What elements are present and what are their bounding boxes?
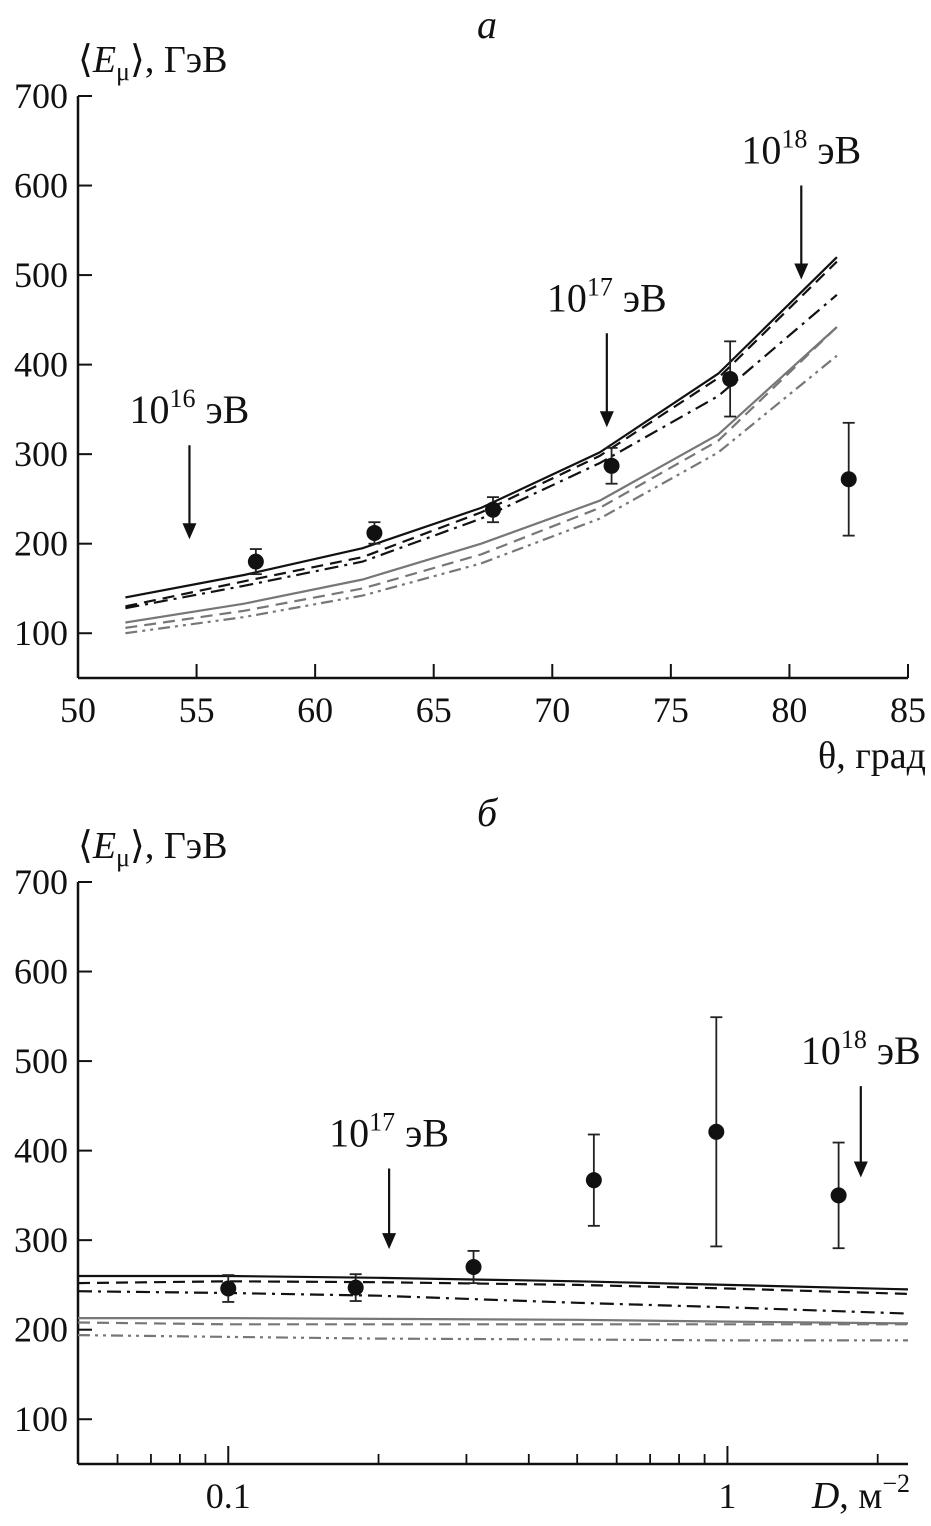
panel-b-x-axis-label: D, м−2 (811, 1469, 910, 1517)
x-tick-label: 1 (718, 1476, 736, 1516)
y-tick-label: 200 (14, 1310, 68, 1350)
y-tick-label: 300 (14, 1220, 68, 1260)
annotation-energy-label: 1018 эВ (741, 125, 861, 173)
annotation-arrow-head (853, 1161, 868, 1178)
panel-b-plot-area: 100 200 300 400 500 600 700 0.1 1 1017 эВ 1018 эВ (14, 862, 921, 1516)
data-point (247, 553, 264, 570)
x-tick-label: 50 (60, 690, 96, 730)
series-line-model-1 (125, 256, 838, 599)
series-line-model-3 (77, 1290, 909, 1315)
panel-a: a ⟨Eμ⟩, ГэВ θ, град 100 200 300 400 500 600 70… (14, 2, 926, 777)
x-tick-label: 70 (534, 690, 570, 730)
y-tick-label: 400 (14, 345, 68, 385)
x-tick-label: 0.1 (206, 1476, 251, 1516)
series-line-model-6 (125, 354, 838, 635)
annotation-energy-label: 1017 эВ (547, 272, 667, 320)
annotation-energy-label: 1018 эВ (801, 1025, 921, 1073)
y-tick-label: 500 (14, 1041, 68, 1081)
data-point (830, 1187, 847, 1204)
panel-b: б ⟨Eμ⟩, ГэВ D, м−2 100 200 300 400 500 600 700… (14, 790, 921, 1517)
y-tick-label: 700 (14, 862, 68, 902)
panel-a-plot-area: 100 200 300 400 500 600 700 50 55 60 65 70 75 80 85 101… (14, 76, 926, 730)
x-tick-label: 80 (771, 690, 807, 730)
data-point (220, 1280, 237, 1297)
x-tick-label: 75 (653, 690, 689, 730)
series-line-model-5 (125, 326, 838, 629)
series-line-model-3 (125, 293, 838, 610)
y-tick-label: 300 (14, 434, 68, 474)
series-line-model-4 (125, 326, 838, 624)
data-point (366, 524, 383, 541)
annotation-arrow-head (599, 411, 614, 428)
series-line-model-6 (77, 1334, 908, 1342)
data-point (585, 1172, 602, 1189)
data-point (465, 1259, 482, 1276)
annotation-arrow-head (382, 1233, 397, 1250)
annotation-energy-label: 1017 эВ (329, 1108, 449, 1156)
data-point (840, 471, 857, 488)
y-tick-label: 700 (14, 76, 68, 116)
panel-a-x-axis-label: θ, град (818, 735, 926, 777)
x-tick-label: 55 (179, 690, 215, 730)
panel-a-y-axis-label: ⟨Eμ⟩, ГэВ (78, 39, 227, 86)
data-point (347, 1279, 364, 1296)
panel-a-label: a (477, 2, 497, 47)
annotation-arrow-head (182, 523, 197, 540)
annotation-arrow-head (794, 263, 809, 280)
series-line-model-4 (78, 1316, 909, 1325)
y-tick-label: 600 (14, 952, 68, 992)
data-point (708, 1123, 725, 1140)
y-tick-label: 100 (14, 1399, 68, 1439)
series-line-model-2 (125, 260, 838, 608)
panel-b-label: б (477, 790, 499, 835)
data-point (603, 457, 620, 474)
data-point (485, 501, 501, 518)
x-tick-label: 85 (890, 690, 926, 730)
annotation-energy-label: 1016 эВ (130, 384, 250, 432)
data-point (722, 370, 739, 387)
series-line-model-1 (78, 1274, 909, 1291)
y-tick-label: 100 (14, 613, 68, 653)
y-tick-label: 600 (14, 166, 68, 206)
panel-b-y-axis-label: ⟨Eμ⟩, ГэВ (78, 825, 227, 872)
y-tick-label: 500 (14, 255, 68, 295)
y-tick-label: 400 (14, 1131, 68, 1171)
x-tick-label: 65 (416, 690, 452, 730)
x-tick-label: 60 (297, 690, 333, 730)
series-line-model-5 (77, 1321, 908, 1326)
y-tick-label: 200 (14, 524, 68, 564)
